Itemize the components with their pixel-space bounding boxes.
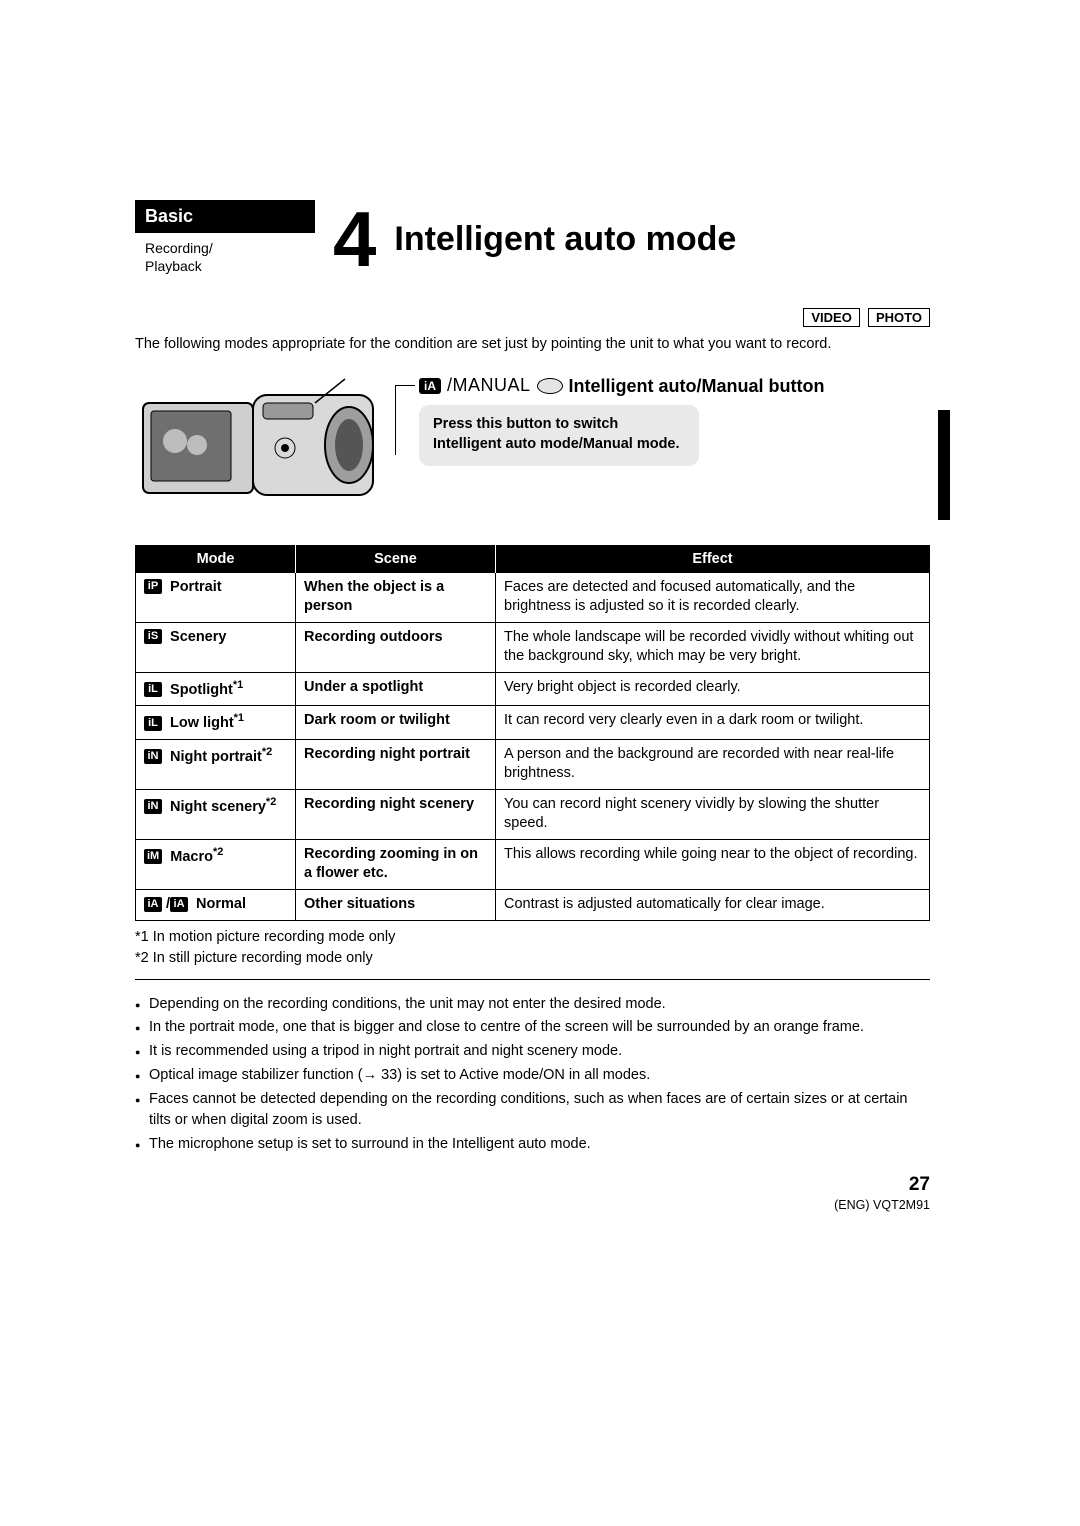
mode-icon: iM xyxy=(144,849,162,864)
note-item: In the portrait mode, one that is bigger… xyxy=(135,1017,930,1039)
effect-cell: It can record very clearly even in a dar… xyxy=(496,706,930,739)
button-label-row: iA /MANUAL Intelligent auto/Manual butto… xyxy=(419,375,930,398)
table-row: iS SceneryRecording outdoorsThe whole la… xyxy=(136,622,930,672)
scene-cell: Recording zooming in on a flower etc. xyxy=(296,839,496,889)
mode-cell: iS Scenery xyxy=(136,622,296,672)
scene-cell: Dark room or twilight xyxy=(296,706,496,739)
scene-cell: Recording night portrait xyxy=(296,739,496,789)
effect-cell: This allows recording while going near t… xyxy=(496,839,930,889)
table-row: iM Macro*2Recording zooming in on a flow… xyxy=(136,839,930,889)
video-tag: VIDEO xyxy=(803,308,859,327)
note-item: It is recommended using a tripod in nigh… xyxy=(135,1041,930,1063)
th-mode: Mode xyxy=(136,545,296,572)
button-section: iA /MANUAL Intelligent auto/Manual butto… xyxy=(135,373,930,523)
scene-cell: When the object is a person xyxy=(296,572,496,622)
category-block: Basic Recording/ Playback xyxy=(135,200,315,278)
mode-icon: iN xyxy=(144,749,162,764)
table-row: iN Night scenery*2Recording night scener… xyxy=(136,789,930,839)
mode-cell: iL Spotlight*1 xyxy=(136,672,296,705)
category-sub: Recording/ Playback xyxy=(135,233,315,275)
table-row: iL Low light*1Dark room or twilightIt ca… xyxy=(136,706,930,739)
th-scene: Scene xyxy=(296,545,496,572)
mode-icon: iN xyxy=(144,799,162,814)
mode-icon: iA xyxy=(170,897,188,912)
note-item: Depending on the recording conditions, t… xyxy=(135,994,930,1016)
effect-cell: Very bright object is recorded clearly. xyxy=(496,672,930,705)
mode-icon: iL xyxy=(144,682,162,697)
mode-cell: iL Low light*1 xyxy=(136,706,296,739)
mode-icon: iP xyxy=(144,579,162,594)
manual-label: /MANUAL xyxy=(447,375,531,396)
notes-list: Depending on the recording conditions, t… xyxy=(135,994,930,1156)
page-title: Intelligent auto mode xyxy=(394,220,736,259)
mode-tags: VIDEO PHOTO xyxy=(135,308,930,327)
effect-cell: A person and the background are recorded… xyxy=(496,739,930,789)
ia-chip-icon: iA xyxy=(419,378,441,394)
camera-icon xyxy=(135,373,395,523)
mode-cell: iN Night portrait*2 xyxy=(136,739,296,789)
page-side-tab xyxy=(938,410,950,520)
scene-cell: Recording night scenery xyxy=(296,789,496,839)
table-row: iL Spotlight*1Under a spotlightVery brig… xyxy=(136,672,930,705)
effect-cell: The whole landscape will be recorded viv… xyxy=(496,622,930,672)
footnote-1: *1 In motion picture recording mode only xyxy=(135,927,930,948)
mode-icon: iS xyxy=(144,629,162,644)
mode-cell: iA/iA Normal xyxy=(136,889,296,920)
scene-cell: Other situations xyxy=(296,889,496,920)
button-text-block: iA /MANUAL Intelligent auto/Manual butto… xyxy=(419,373,930,467)
mode-icon: iA xyxy=(144,897,162,912)
doc-code: (ENG) VQT2M91 xyxy=(135,1198,930,1212)
mode-cell: iP Portrait xyxy=(136,572,296,622)
table-row: iA/iA NormalOther situationsContrast is … xyxy=(136,889,930,920)
note-item: Faces cannot be detected depending on th… xyxy=(135,1089,930,1133)
separator xyxy=(135,979,930,980)
page-number: 27 xyxy=(135,1174,930,1196)
button-heading: Intelligent auto/Manual button xyxy=(569,375,825,398)
category-title: Basic xyxy=(135,200,315,233)
note-item: Optical image stabilizer function (→ 33)… xyxy=(135,1065,930,1087)
effect-cell: Contrast is adjusted automatically for c… xyxy=(496,889,930,920)
effect-cell: You can record night scenery vividly by … xyxy=(496,789,930,839)
button-description: Press this button to switch Intelligent … xyxy=(419,405,699,466)
table-row: iP PortraitWhen the object is a personFa… xyxy=(136,572,930,622)
photo-tag: PHOTO xyxy=(868,308,930,327)
camera-illustration xyxy=(135,373,395,523)
section-number: 4 xyxy=(315,200,394,278)
effect-cell: Faces are detected and focused automatic… xyxy=(496,572,930,622)
mode-cell: iM Macro*2 xyxy=(136,839,296,889)
mode-cell: iN Night scenery*2 xyxy=(136,789,296,839)
scene-cell: Recording outdoors xyxy=(296,622,496,672)
scene-cell: Under a spotlight xyxy=(296,672,496,705)
modes-table: Mode Scene Effect iP PortraitWhen the ob… xyxy=(135,545,930,921)
note-item: The microphone setup is set to surround … xyxy=(135,1134,930,1156)
table-row: iN Night portrait*2Recording night portr… xyxy=(136,739,930,789)
oval-button-icon xyxy=(537,378,563,394)
footnote-2: *2 In still picture recording mode only xyxy=(135,948,930,969)
mode-icon: iL xyxy=(144,716,162,731)
th-effect: Effect xyxy=(496,545,930,572)
footnotes: *1 In motion picture recording mode only… xyxy=(135,927,930,969)
page-header: Basic Recording/ Playback 4 Intelligent … xyxy=(135,200,930,278)
page-footer: 27 (ENG) VQT2M91 xyxy=(135,1174,930,1212)
intro-text: The following modes appropriate for the … xyxy=(135,335,930,355)
